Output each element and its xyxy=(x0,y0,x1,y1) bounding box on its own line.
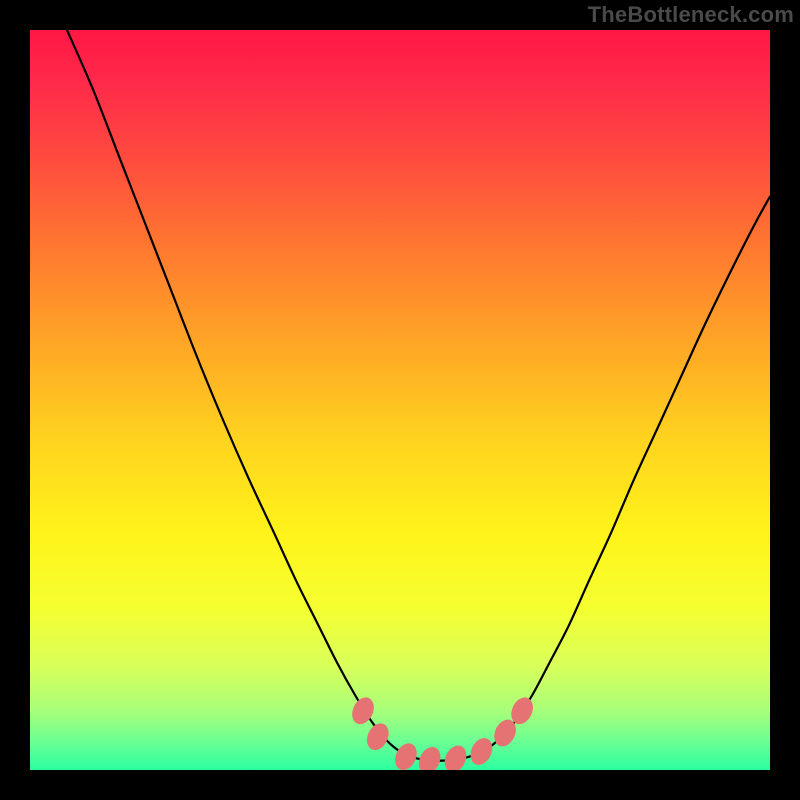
chart-frame: TheBottleneck.com xyxy=(0,0,800,800)
data-marker xyxy=(466,735,496,769)
data-marker xyxy=(363,720,393,754)
bottleneck-curve xyxy=(67,30,770,761)
data-marker xyxy=(391,740,421,770)
data-marker xyxy=(441,742,471,770)
watermark-text: TheBottleneck.com xyxy=(588,2,794,28)
curve-layer xyxy=(30,30,770,770)
data-marker xyxy=(415,743,445,770)
plot-area xyxy=(30,30,770,770)
